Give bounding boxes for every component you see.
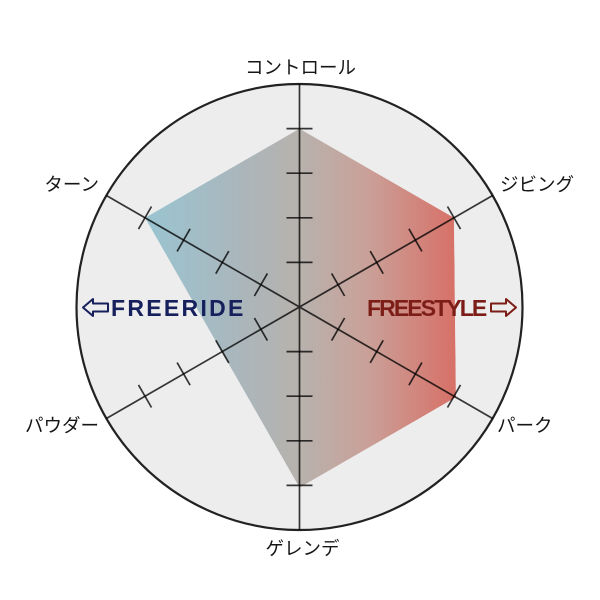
svg-text:FREERIDE: FREERIDE (111, 295, 246, 321)
svg-text:FREESTYLE: FREESTYLE (367, 295, 487, 321)
svg-text:パウダー: パウダー (25, 415, 99, 436)
svg-text:パーク: パーク (497, 415, 553, 436)
svg-text:ジビング: ジビング (500, 174, 574, 195)
svg-text:ゲレンデ: ゲレンデ (265, 538, 340, 559)
svg-text:ターン: ターン (44, 174, 99, 195)
svg-text:コントロール: コントロール (245, 57, 356, 78)
